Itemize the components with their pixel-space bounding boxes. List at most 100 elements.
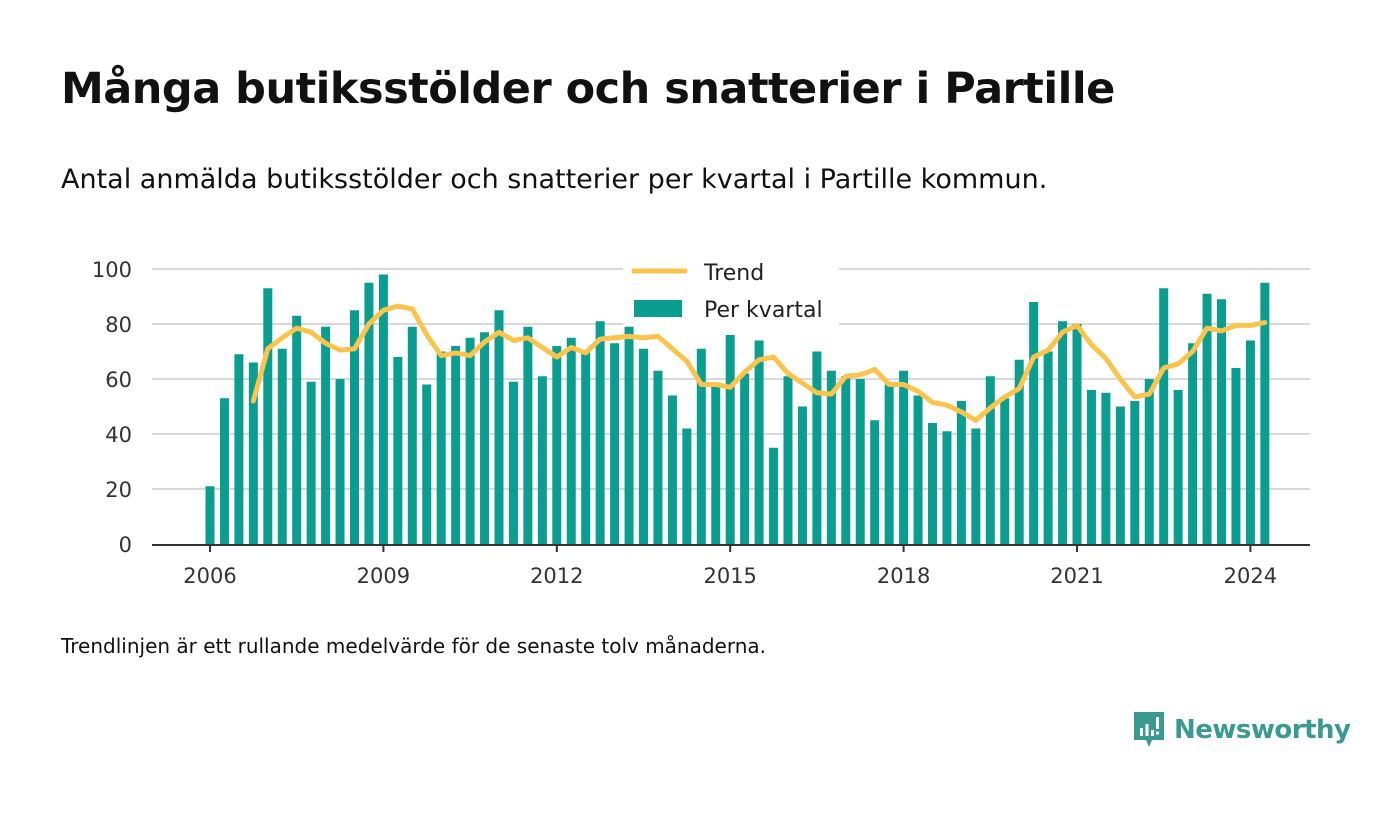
bar	[1159, 288, 1169, 544]
bar	[234, 354, 244, 544]
legend-bar-swatch	[634, 300, 682, 317]
bar	[205, 486, 215, 544]
bar	[248, 362, 258, 544]
bar	[870, 420, 880, 544]
bar	[928, 423, 937, 544]
bar	[1115, 406, 1125, 544]
legend-trend-label: Trend	[703, 261, 764, 286]
bar	[595, 321, 605, 544]
bar	[812, 351, 822, 544]
bar	[740, 373, 750, 544]
bar	[1043, 351, 1053, 544]
chart-subtitle: Antal anmälda butiksstölder och snatteri…	[61, 164, 1048, 195]
bar	[1101, 392, 1111, 544]
bar	[913, 395, 923, 544]
bar	[725, 335, 735, 544]
bar	[985, 376, 995, 544]
bar	[942, 431, 952, 544]
bar	[321, 326, 331, 544]
bar	[393, 357, 403, 544]
bar	[667, 395, 677, 544]
bar	[971, 428, 981, 544]
bar	[350, 310, 359, 544]
bar	[797, 406, 807, 544]
bar	[1086, 390, 1096, 544]
bar	[1202, 293, 1212, 544]
bar	[1072, 324, 1082, 544]
bar	[1260, 282, 1270, 544]
bar	[1188, 343, 1198, 544]
y-tick-label: 20	[105, 478, 132, 502]
bar-series	[205, 274, 1270, 544]
bar	[335, 379, 345, 544]
bar	[508, 381, 518, 544]
bar	[1144, 379, 1154, 544]
bar	[1173, 390, 1183, 544]
bar	[682, 428, 692, 544]
bar	[1014, 359, 1024, 544]
x-axis-tick-labels: 2006 2009 2012 2015 2018 2021 2024	[183, 564, 1277, 588]
y-tick-label: 80	[105, 313, 132, 337]
y-tick-label: 0	[119, 533, 132, 557]
legend: Trend Per kvartal	[623, 256, 839, 326]
chart-title: Många butiksstölder och snatterier i Par…	[61, 64, 1115, 114]
bar	[711, 384, 721, 544]
bar	[769, 447, 779, 544]
bar	[1231, 368, 1241, 544]
x-tick-label: 2006	[183, 564, 236, 588]
bar	[263, 288, 273, 544]
x-tick-label: 2024	[1224, 564, 1277, 588]
bar	[436, 351, 446, 544]
bar	[219, 398, 229, 544]
bar	[451, 346, 461, 544]
bar	[480, 332, 490, 544]
legend-bar-label: Per kvartal	[704, 298, 823, 323]
bar	[624, 326, 634, 544]
bar	[855, 379, 865, 544]
y-tick-label: 60	[105, 368, 132, 392]
bar	[1058, 321, 1068, 544]
x-tick-label: 2015	[703, 564, 756, 588]
bar	[826, 370, 836, 544]
y-tick-label: 40	[105, 423, 132, 447]
x-tick-label: 2018	[877, 564, 930, 588]
y-tick-label: 100	[92, 258, 132, 282]
trend-series	[250, 303, 1268, 423]
footnote: Trendlinjen är ett rullande medelvärde f…	[61, 634, 767, 658]
bar	[884, 384, 894, 544]
bar	[783, 376, 793, 544]
bar	[407, 326, 417, 544]
x-tick-label: 2012	[530, 564, 583, 588]
bar	[696, 348, 706, 544]
brand-logo: Newsworthy	[1132, 710, 1351, 750]
bar	[523, 326, 533, 544]
brand-name: Newsworthy	[1174, 715, 1351, 745]
bar	[1245, 340, 1255, 544]
bar	[956, 401, 966, 544]
x-tick-label: 2009	[357, 564, 410, 588]
bar	[566, 337, 576, 544]
bar	[364, 282, 374, 544]
bar	[581, 351, 591, 544]
x-tick-label: 2021	[1050, 564, 1103, 588]
bar	[422, 384, 432, 544]
bar	[292, 315, 302, 544]
bar	[552, 346, 562, 544]
bar	[1000, 398, 1010, 544]
bar	[639, 348, 648, 544]
x-axis	[152, 544, 1310, 552]
bar	[306, 381, 316, 544]
bar	[841, 376, 851, 544]
bar	[465, 337, 475, 544]
bar	[653, 370, 663, 544]
bar	[899, 370, 909, 544]
bar	[1029, 302, 1039, 544]
bar	[277, 348, 287, 544]
y-axis-tick-labels: 0 20 40 60 80 100	[92, 258, 132, 557]
bar	[754, 340, 764, 544]
bar	[610, 343, 620, 544]
bar	[494, 310, 504, 544]
bar	[378, 274, 388, 544]
bar	[537, 376, 547, 544]
